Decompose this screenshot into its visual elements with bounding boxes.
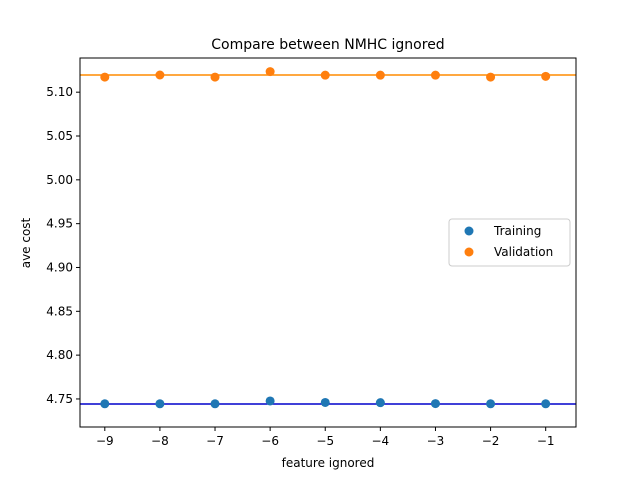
y-tick-label-7: 5.10 — [46, 85, 73, 99]
validation-point-0 — [100, 73, 109, 82]
validation-point-8 — [541, 72, 550, 81]
y-tick-label-3: 4.90 — [46, 260, 73, 274]
chart-title: Compare between NMHC ignored — [211, 37, 444, 53]
training-point-7 — [486, 399, 495, 408]
x-tick-label-5: −4 — [372, 434, 390, 448]
y-tick-label-0: 4.75 — [46, 392, 73, 406]
training-point-4 — [321, 398, 330, 407]
training-legend-label: Training — [493, 224, 541, 238]
y-axis-label: ave cost — [19, 217, 33, 268]
x-tick-label-2: −7 — [206, 434, 224, 448]
legend: Training Validation — [449, 219, 570, 266]
training-point-0 — [100, 399, 109, 408]
x-axis-label: feature ignored — [282, 456, 375, 470]
training-point-1 — [155, 399, 164, 408]
y-tick-label-6: 5.05 — [46, 129, 73, 143]
x-tick-label-0: −9 — [96, 434, 114, 448]
validation-point-2 — [211, 73, 220, 82]
validation-point-5 — [376, 71, 385, 80]
training-legend-marker — [465, 227, 474, 236]
x-tick-label-8: −1 — [537, 434, 555, 448]
y-tick-label-1: 4.80 — [46, 348, 73, 362]
validation-point-6 — [431, 71, 440, 80]
training-point-8 — [541, 399, 550, 408]
x-tick-label-6: −3 — [427, 434, 445, 448]
x-tick-label-3: −6 — [261, 434, 279, 448]
training-point-5 — [376, 398, 385, 407]
y-tick-label-2: 4.85 — [46, 304, 73, 318]
x-tick-label-7: −2 — [482, 434, 500, 448]
validation-legend-label: Validation — [494, 245, 553, 259]
training-point-3 — [266, 396, 275, 405]
training-point-6 — [431, 399, 440, 408]
training-point-2 — [211, 399, 220, 408]
x-tick-label-1: −8 — [151, 434, 169, 448]
y-tick-label-5: 5.00 — [46, 173, 73, 187]
validation-point-4 — [321, 71, 330, 80]
validation-point-7 — [486, 73, 495, 82]
validation-point-1 — [155, 71, 164, 80]
x-tick-label-4: −5 — [316, 434, 334, 448]
y-tick-label-4: 4.95 — [46, 217, 73, 231]
validation-point-3 — [266, 67, 275, 76]
validation-legend-marker — [465, 248, 474, 257]
